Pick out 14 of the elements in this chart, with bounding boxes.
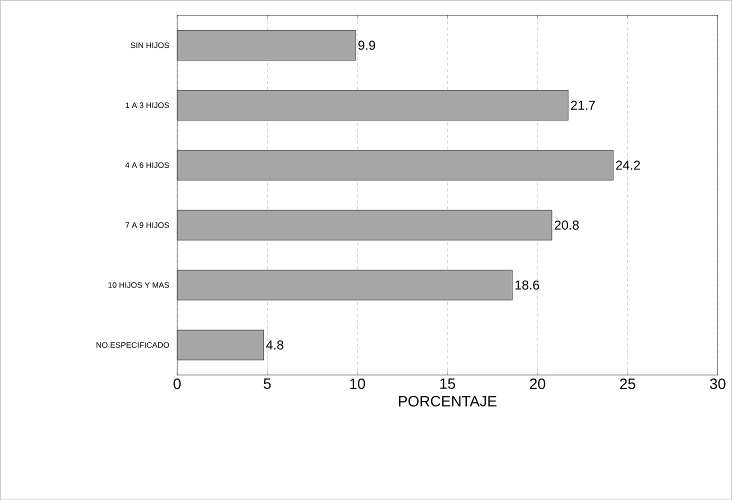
x-tick-label: 20 [530,378,546,389]
x-tick-label: 5 [264,378,271,389]
x-tick-label: 30 [710,378,726,389]
data-label: 4.8 [266,340,284,350]
x-tick-label: 15 [440,378,456,389]
x-axis-title: PORCENTAJE [399,396,496,406]
data-label: 9.9 [358,40,376,50]
data-label: 18.6 [515,280,540,290]
data-label: 20.8 [554,220,579,230]
x-tick-label: 0 [174,378,181,389]
data-label: 21.7 [571,100,595,110]
x-tick-label: 25 [620,378,636,389]
x-tick-label: 10 [350,378,366,389]
data-label: 24.2 [616,160,640,170]
